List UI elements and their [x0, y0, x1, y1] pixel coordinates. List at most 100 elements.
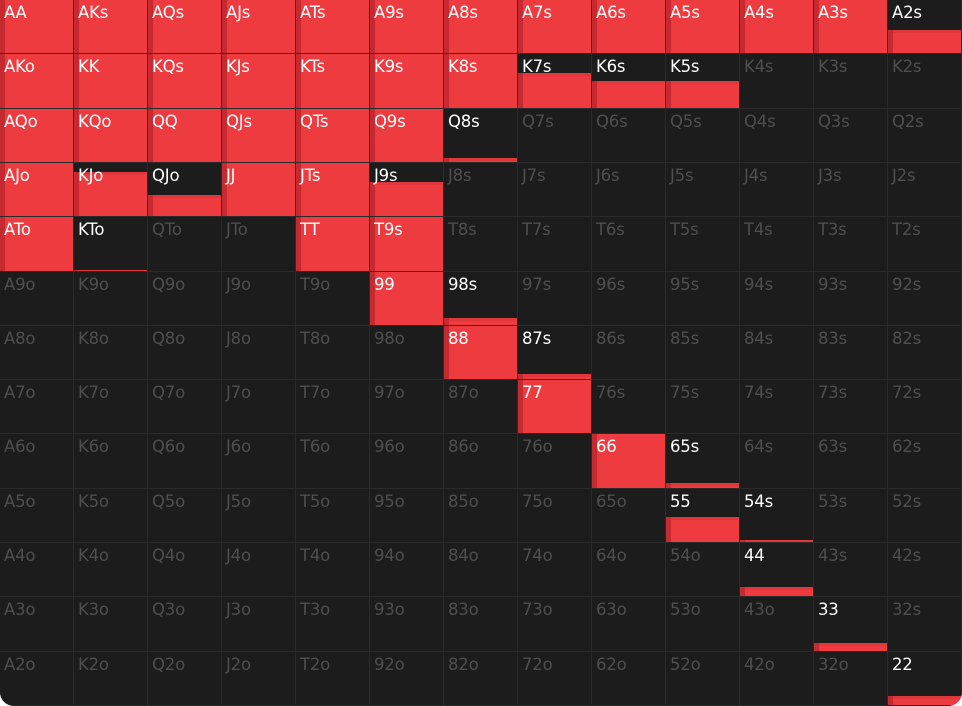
hand-cell[interactable]: A9s [370, 0, 444, 54]
hand-cell[interactable]: 98o [370, 326, 444, 380]
hand-cell[interactable]: 55 [666, 489, 740, 543]
hand-cell[interactable]: K5s [666, 54, 740, 109]
hand-cell[interactable]: 85s [666, 326, 740, 380]
hand-cell[interactable]: T8s [444, 217, 518, 272]
hand-cell[interactable]: ATo [0, 217, 74, 272]
hand-cell[interactable]: 92s [888, 272, 962, 326]
hand-cell[interactable]: A7o [0, 380, 74, 434]
hand-cell[interactable]: K4s [740, 54, 814, 109]
hand-cell[interactable]: 92o [370, 652, 444, 706]
hand-cell[interactable]: K3o [74, 597, 148, 652]
hand-cell[interactable]: T3s [814, 217, 888, 272]
hand-cell[interactable]: 42s [888, 543, 962, 597]
hand-cell[interactable]: QJo [148, 163, 222, 217]
hand-cell[interactable]: K2s [888, 54, 962, 109]
hand-cell[interactable]: T2s [888, 217, 962, 272]
hand-cell[interactable]: 85o [444, 489, 518, 543]
hand-cell[interactable]: Q4o [148, 543, 222, 597]
hand-cell[interactable]: 43o [740, 597, 814, 652]
hand-cell[interactable]: 64o [592, 543, 666, 597]
hand-cell[interactable]: 73s [814, 380, 888, 434]
hand-cell[interactable]: J8o [222, 326, 296, 380]
hand-cell[interactable]: 76o [518, 434, 592, 489]
hand-cell[interactable]: JJ [222, 163, 296, 217]
hand-cell[interactable]: J2s [888, 163, 962, 217]
hand-cell[interactable]: 95o [370, 489, 444, 543]
hand-cell[interactable]: J5o [222, 489, 296, 543]
hand-cell[interactable]: 99 [370, 272, 444, 326]
hand-cell[interactable]: Q7s [518, 109, 592, 163]
hand-cell[interactable]: T6o [296, 434, 370, 489]
hand-cell[interactable]: J3s [814, 163, 888, 217]
hand-cell[interactable]: 93s [814, 272, 888, 326]
hand-cell[interactable]: K7o [74, 380, 148, 434]
hand-cell[interactable]: T6s [592, 217, 666, 272]
hand-cell[interactable]: 52o [666, 652, 740, 706]
hand-cell[interactable]: 74o [518, 543, 592, 597]
hand-cell[interactable]: Q5o [148, 489, 222, 543]
hand-cell[interactable]: J6s [592, 163, 666, 217]
hand-cell[interactable]: K8s [444, 54, 518, 109]
hand-cell[interactable]: T8o [296, 326, 370, 380]
hand-cell[interactable]: K5o [74, 489, 148, 543]
hand-cell[interactable]: J4o [222, 543, 296, 597]
hand-cell[interactable]: 33 [814, 597, 888, 652]
hand-cell[interactable]: 65s [666, 434, 740, 489]
hand-cell[interactable]: KQs [148, 54, 222, 109]
hand-cell[interactable]: Q9s [370, 109, 444, 163]
hand-cell[interactable]: K7s [518, 54, 592, 109]
hand-cell[interactable]: T4s [740, 217, 814, 272]
hand-cell[interactable]: T7o [296, 380, 370, 434]
hand-cell[interactable]: KJs [222, 54, 296, 109]
hand-cell[interactable]: T5s [666, 217, 740, 272]
hand-cell[interactable]: K9o [74, 272, 148, 326]
hand-cell[interactable]: 32s [888, 597, 962, 652]
hand-cell[interactable]: K6s [592, 54, 666, 109]
hand-cell[interactable]: AKs [74, 0, 148, 54]
hand-cell[interactable]: A7s [518, 0, 592, 54]
hand-cell[interactable]: J5s [666, 163, 740, 217]
hand-cell[interactable]: A3o [0, 597, 74, 652]
hand-cell[interactable]: KJo [74, 163, 148, 217]
hand-cell[interactable]: Q2o [148, 652, 222, 706]
hand-cell[interactable]: 65o [592, 489, 666, 543]
hand-cell[interactable]: 83o [444, 597, 518, 652]
hand-cell[interactable]: 94s [740, 272, 814, 326]
hand-cell[interactable]: J7s [518, 163, 592, 217]
hand-cell[interactable]: 98s [444, 272, 518, 326]
hand-cell[interactable]: 64s [740, 434, 814, 489]
hand-cell[interactable]: Q6s [592, 109, 666, 163]
hand-cell[interactable]: 87s [518, 326, 592, 380]
hand-cell[interactable]: 88 [444, 326, 518, 380]
hand-cell[interactable]: KQo [74, 109, 148, 163]
hand-cell[interactable]: A5o [0, 489, 74, 543]
hand-cell[interactable]: 86o [444, 434, 518, 489]
hand-cell[interactable]: 97o [370, 380, 444, 434]
hand-cell[interactable]: Q5s [666, 109, 740, 163]
hand-cell[interactable]: A4o [0, 543, 74, 597]
hand-cell[interactable]: T2o [296, 652, 370, 706]
hand-cell[interactable]: Q4s [740, 109, 814, 163]
hand-cell[interactable]: 62s [888, 434, 962, 489]
hand-cell[interactable]: KTo [74, 217, 148, 272]
hand-cell[interactable]: 93o [370, 597, 444, 652]
hand-cell[interactable]: K9s [370, 54, 444, 109]
hand-cell[interactable]: JTs [296, 163, 370, 217]
hand-cell[interactable]: A8o [0, 326, 74, 380]
hand-cell[interactable]: A6s [592, 0, 666, 54]
hand-cell[interactable]: Q8o [148, 326, 222, 380]
hand-cell[interactable]: QTo [148, 217, 222, 272]
hand-cell[interactable]: A9o [0, 272, 74, 326]
hand-cell[interactable]: T7s [518, 217, 592, 272]
hand-cell[interactable]: AJs [222, 0, 296, 54]
hand-cell[interactable]: 75s [666, 380, 740, 434]
hand-cell[interactable]: 84o [444, 543, 518, 597]
hand-cell[interactable]: 96o [370, 434, 444, 489]
hand-cell[interactable]: QQ [148, 109, 222, 163]
hand-cell[interactable]: 84s [740, 326, 814, 380]
hand-cell[interactable]: AQs [148, 0, 222, 54]
hand-cell[interactable]: K2o [74, 652, 148, 706]
hand-cell[interactable]: 42o [740, 652, 814, 706]
hand-cell[interactable]: AKo [0, 54, 74, 109]
hand-cell[interactable]: A4s [740, 0, 814, 54]
